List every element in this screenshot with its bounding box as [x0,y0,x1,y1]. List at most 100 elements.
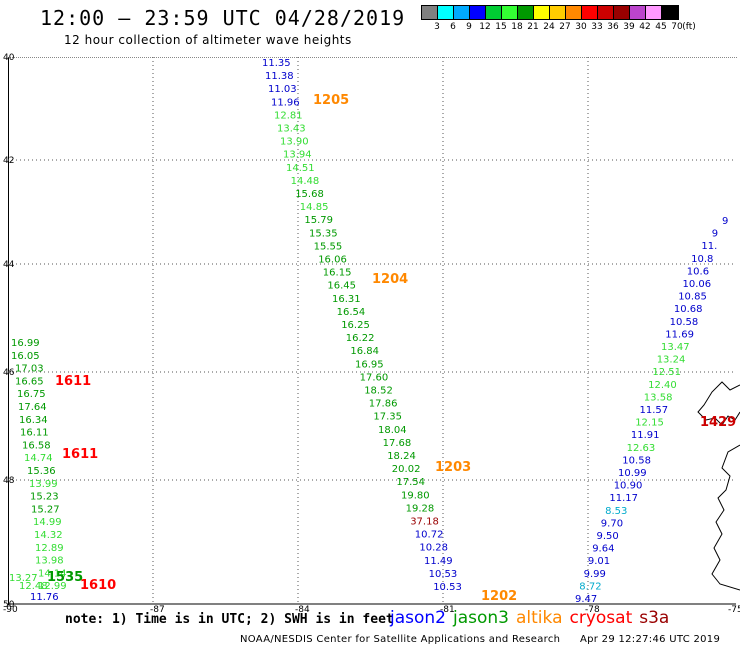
legend-swatch [662,6,678,19]
wave-height-value: 18.52 [364,386,393,397]
wave-height-value: 9 [722,216,728,227]
pass-time-label: 1202 [481,589,517,604]
wave-height-value: 10.85 [678,292,707,303]
wave-height-value: 11.96 [271,97,300,108]
wave-height-value: 16.95 [355,359,384,370]
wave-height-value: 14.99 [33,517,62,528]
wave-height-value: 12.48 [19,581,48,592]
legend-swatch [534,6,550,19]
legend-label: 70 [671,22,683,32]
wave-height-value: 15.23 [30,492,59,503]
legend-label: 39 [623,22,635,32]
wave-height-value: 16.25 [341,320,370,331]
wave-height-value: 14.32 [34,530,63,541]
pass-time-label: 1535 [47,570,83,585]
lon-tick-label: -87 [150,605,165,615]
wave-height-value: 9.70 [601,518,623,529]
wave-height-value: 9.50 [597,531,619,542]
wave-height-value: 14.85 [300,202,329,213]
wave-height-value: 13.94 [283,150,312,161]
wave-height-value: 15.36 [27,466,56,477]
wave-height-value: 15.35 [309,228,338,239]
legend-label: 18 [511,22,523,32]
wave-height-value: 12.51 [652,367,681,378]
legend-swatches [421,5,679,20]
wave-height-value: 16.99 [11,338,40,349]
wave-height-value: 19.80 [401,490,430,501]
color-legend: 3 6 9 12 15 18 21 24 27 30 33 36 39 42 45 70 (ft) [421,5,696,34]
legend-swatch [646,6,662,19]
wave-height-value: 10.8 [691,254,713,265]
legend-label: (ft) [682,22,696,32]
legend-label: 3 [434,22,440,32]
legend-swatch [454,6,470,19]
legend-label: 12 [479,22,491,32]
generated-timestamp: Apr 29 12:27:46 UTC 2019 [580,634,721,645]
legend-label: 15 [495,22,507,32]
lon-tick-label: -84 [295,605,310,615]
wave-height-value: 12.81 [274,110,303,121]
legend-label: 42 [639,22,651,32]
legend-swatch [550,6,566,19]
wave-height-value: 16.15 [323,268,352,279]
legend-swatch [518,6,534,19]
map-frame [8,57,737,605]
wave-height-value: 10.53 [433,582,462,593]
wave-height-value: 13.43 [277,124,306,135]
lat-tick-label: 42 [3,156,14,166]
legend-label: 30 [575,22,587,32]
wave-height-value: 10.72 [415,530,444,541]
pass-time-label: 1204 [372,272,408,287]
wave-height-value: 15.55 [314,241,343,252]
legend-swatch [486,6,502,19]
wave-height-value: 37.18 [410,517,439,528]
wave-height-value: 16.34 [19,415,48,426]
pass-time-label: 1429 [700,415,736,430]
wave-height-value: 8.53 [605,506,627,517]
wave-height-value: 16.54 [337,307,366,318]
legend-swatch [502,6,518,19]
satellite-s3a: s3a [639,608,670,628]
wave-height-value: 11.17 [609,493,638,504]
legend-label: 27 [559,22,571,32]
wave-height-value: 14.14 [38,568,67,579]
wave-height-value: 20.02 [392,464,421,475]
wave-height-value: 9.47 [575,594,597,605]
wave-height-value: 16.22 [346,333,375,344]
pass-time-label: 1611 [62,447,98,462]
wave-height-value: 11.69 [665,329,694,340]
wave-height-value: 11.49 [424,556,453,567]
wave-height-value: 14.74 [24,453,53,464]
pass-time-label: 1610 [80,578,116,593]
wave-height-value: 10.28 [419,543,448,554]
wave-height-value: 17.54 [396,477,425,488]
pass-time-label: 1203 [435,460,471,475]
wave-height-value: 9.99 [584,569,606,580]
wave-height-value: 17.86 [369,399,398,410]
wave-height-value: 11.35 [262,58,291,69]
wave-height-value: 13.99 [29,479,58,490]
page-title: 12:00 – 23:59 UTC 04/28/2019 [40,6,406,30]
wave-height-value: 11.38 [265,71,294,82]
wave-height-value: 11. [701,241,717,252]
wave-height-value: 10.58 [622,455,651,466]
legend-label: 6 [450,22,456,32]
lat-tick-label: 44 [3,260,15,270]
wave-height-value: 16.31 [332,294,361,305]
legend-label: 9 [466,22,472,32]
wave-height-value: 12.63 [627,443,656,454]
wave-height-value: 11.76 [30,592,59,603]
wave-height-value: 12.40 [648,380,677,391]
lat-tick-label: 50 [3,600,15,610]
wave-height-value: 16.84 [350,346,379,357]
pass-time-label: 1611 [55,374,91,389]
satellite-jason3: jason3 [453,608,509,628]
lat-tick-label: 46 [3,368,15,378]
footer-note: note: 1) Time is in UTC; 2) SWH is in fe… [65,612,394,627]
satellite-legend: jason2 jason3 altika cryosat s3a [390,608,676,628]
lon-tick-label: -78 [585,605,600,615]
legend-swatch [598,6,614,19]
wave-height-value: 10.53 [429,569,458,580]
wave-height-value: 12.99 [38,581,67,592]
